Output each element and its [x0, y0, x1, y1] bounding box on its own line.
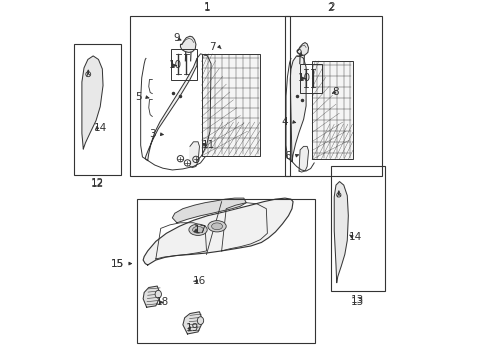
Text: 3: 3	[149, 129, 156, 139]
Polygon shape	[180, 36, 196, 53]
Bar	[130, 16, 290, 176]
Text: 10: 10	[168, 60, 182, 71]
Bar	[137, 199, 314, 343]
Text: 8: 8	[331, 87, 338, 97]
Ellipse shape	[211, 223, 222, 230]
Text: 1: 1	[204, 3, 210, 13]
Text: 14: 14	[94, 123, 107, 133]
Text: 1: 1	[204, 1, 210, 12]
Polygon shape	[172, 198, 246, 223]
Polygon shape	[189, 142, 199, 167]
Text: 13: 13	[350, 297, 364, 307]
Bar	[311, 61, 352, 159]
Text: 5: 5	[135, 92, 142, 102]
Polygon shape	[143, 286, 161, 307]
Ellipse shape	[155, 290, 161, 298]
Polygon shape	[334, 181, 347, 283]
Text: 7: 7	[208, 42, 215, 52]
Text: 13: 13	[350, 295, 364, 305]
Bar	[201, 54, 260, 156]
Bar	[171, 49, 196, 80]
Polygon shape	[145, 58, 197, 161]
Ellipse shape	[188, 224, 207, 235]
Text: 15: 15	[111, 258, 124, 269]
Polygon shape	[183, 312, 203, 334]
Bar	[300, 64, 321, 93]
Polygon shape	[143, 198, 292, 265]
Text: 4: 4	[281, 117, 287, 127]
Text: 14: 14	[348, 232, 361, 242]
Bar	[74, 44, 121, 175]
Text: 18: 18	[156, 297, 169, 307]
Polygon shape	[297, 42, 308, 55]
Ellipse shape	[192, 226, 203, 233]
Ellipse shape	[197, 317, 203, 324]
Text: 2: 2	[327, 3, 333, 13]
Polygon shape	[81, 56, 103, 149]
Text: 9: 9	[173, 33, 180, 43]
Text: 15: 15	[111, 258, 124, 269]
Text: 17: 17	[193, 225, 206, 235]
Text: 9: 9	[295, 49, 302, 59]
Text: 11: 11	[201, 140, 214, 150]
Text: 16: 16	[192, 276, 205, 286]
Text: 10: 10	[297, 73, 310, 84]
Polygon shape	[299, 147, 308, 172]
Ellipse shape	[207, 221, 226, 232]
Bar	[330, 166, 385, 291]
Text: 6: 6	[284, 151, 290, 161]
Text: 12: 12	[91, 179, 104, 189]
Text: 19: 19	[185, 323, 198, 333]
Bar	[285, 16, 381, 176]
Text: 2: 2	[328, 1, 334, 12]
Polygon shape	[290, 56, 305, 162]
Text: 12: 12	[91, 178, 104, 188]
